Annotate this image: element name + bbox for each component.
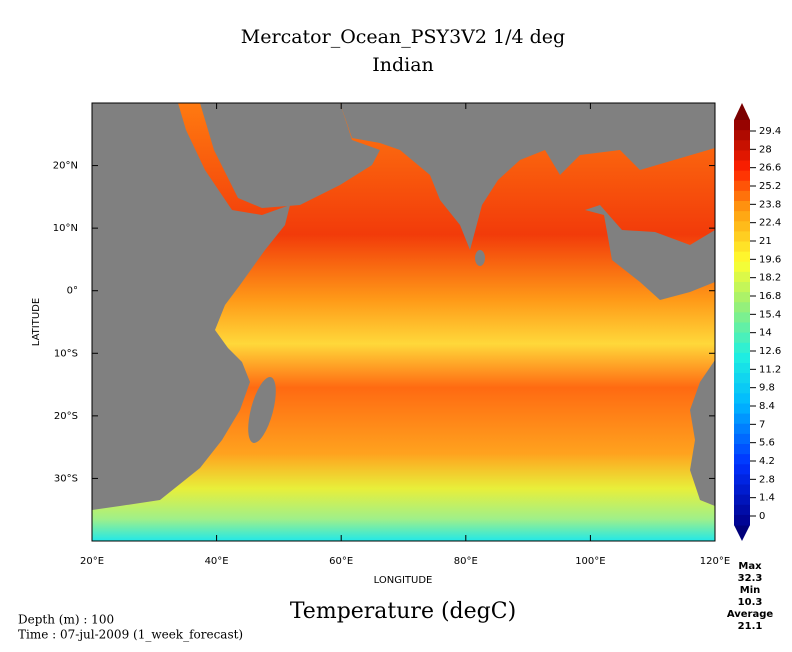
colorbar-tick-label: 23.8 — [759, 199, 781, 210]
colorbar-tick-label: 28 — [759, 144, 772, 155]
colorbar-segment — [734, 373, 750, 384]
x-axis-label: LONGITUDE — [374, 575, 433, 586]
colorbar-tick-label: 18.2 — [759, 273, 781, 284]
colorbar-segment — [734, 130, 750, 141]
y-tick-label: 20°N — [53, 161, 78, 172]
colorbar-segment — [734, 190, 750, 202]
y-tick-label: 20°S — [54, 411, 78, 422]
colorbar-bottom — [734, 525, 750, 541]
colorbar-segment — [734, 342, 750, 354]
colorbar-segment — [734, 251, 750, 263]
colorbar-segment — [734, 444, 750, 455]
colorbar-segment — [734, 312, 750, 323]
y-tick-label: 10°N — [53, 223, 78, 234]
colorbar-tick-label: 9.8 — [759, 383, 775, 394]
x-tick-label: 60°E — [329, 556, 353, 567]
stat-label: Min — [740, 585, 761, 596]
stat-value: 10.3 — [738, 597, 763, 608]
colorbar-segment — [734, 211, 750, 222]
colorbar-tick-label: 14 — [759, 328, 772, 339]
colorbar-segment — [734, 423, 750, 435]
colorbar-tick-label: 25.2 — [759, 181, 781, 192]
x-tick-label: 40°E — [205, 556, 229, 567]
frame — [91, 102, 716, 542]
colorbar-tick-label: 15.4 — [759, 309, 781, 320]
colorbar-segment — [734, 231, 750, 242]
colorbar-tick-label: 26.6 — [759, 163, 781, 174]
y-axis-label: LATITUDE — [31, 298, 42, 346]
colorbar-segment — [734, 302, 750, 313]
colorbar-tick-label: 7 — [759, 419, 765, 430]
x-tick-label: 20°E — [80, 556, 104, 567]
colorbar-segment — [734, 332, 750, 344]
colorbar-segment — [734, 514, 750, 526]
stat-value: 21.1 — [738, 621, 763, 632]
colorbar-segment — [734, 464, 750, 475]
colorbar-tick-label: 8.4 — [759, 401, 775, 412]
stat-value: 32.3 — [738, 573, 763, 584]
colorbar-segment — [734, 282, 750, 293]
x-tick-label: 120°E — [700, 556, 730, 567]
colorbar-tick-label: 11.2 — [759, 364, 781, 375]
colorbar-segment — [734, 241, 750, 253]
colorbar-segment — [734, 150, 750, 161]
colorbar-segment — [734, 261, 750, 273]
subtitle: Indian — [372, 54, 434, 76]
colorbar-tick-label: 16.8 — [759, 291, 781, 302]
colorbar-segment — [734, 474, 750, 485]
land — [92, 103, 715, 510]
colorbar-segment — [734, 403, 750, 415]
colorbar-segment — [734, 504, 750, 516]
stat-label: Average — [727, 609, 774, 620]
depth-label: Depth (m) : 100 — [18, 613, 114, 627]
variable-label: Temperature (degC) — [290, 599, 516, 624]
title: Mercator_Ocean_PSY3V2 1/4 deg — [241, 26, 565, 48]
colorbar-segment — [734, 454, 750, 465]
x-tick-label: 80°E — [454, 556, 478, 567]
y-tick-label: 30°S — [54, 473, 78, 484]
colorbar-tick-label: 4.2 — [759, 456, 775, 467]
colorbar-tick-label: 2.8 — [759, 474, 775, 485]
colorbar-tick-label: 29.4 — [759, 126, 781, 137]
colorbar-segment — [734, 393, 750, 404]
colorbar-segment — [734, 120, 750, 131]
x-tick-label: 100°E — [575, 556, 605, 567]
colorbar-segment — [734, 160, 750, 172]
y-tick-label: 0° — [67, 286, 78, 297]
colorbar-segment — [734, 383, 750, 394]
stats: Max 32.3 Min 10.3 Average 21.1 — [727, 561, 774, 632]
colorbar-segment — [734, 433, 750, 445]
colorbar-segment — [734, 221, 750, 232]
colorbar-segment — [734, 180, 750, 192]
colorbar-tick-label: 0 — [759, 511, 765, 522]
y-tick-label: 10°S — [54, 348, 78, 359]
colorbar-tick-label: 12.6 — [759, 346, 781, 357]
colorbar-segment — [734, 352, 750, 364]
colorbar-tick-label: 21 — [759, 236, 772, 247]
map — [91, 102, 716, 542]
time-label: Time : 07-jul-2009 (1_week_forecast) — [18, 628, 243, 642]
colorbar-segment — [734, 494, 750, 506]
colorbar-tick-label: 22.4 — [759, 218, 781, 229]
colorbar-segment — [734, 292, 750, 303]
colorbar-segment — [734, 170, 750, 182]
colorbar-top — [734, 103, 750, 120]
colorbar-tick-label: 5.6 — [759, 438, 775, 449]
colorbar-segment — [734, 322, 750, 334]
colorbar-segment — [734, 140, 750, 151]
colorbar-tick-label: 1.4 — [759, 493, 775, 504]
colorbar-segment — [734, 271, 750, 283]
colorbar-tick-label: 19.6 — [759, 254, 781, 265]
colorbar-segment — [734, 201, 750, 212]
colorbar-segment — [734, 484, 750, 496]
colorbar-segment — [734, 363, 750, 374]
colorbar-segment — [734, 413, 750, 425]
stat-label: Max — [738, 561, 762, 572]
